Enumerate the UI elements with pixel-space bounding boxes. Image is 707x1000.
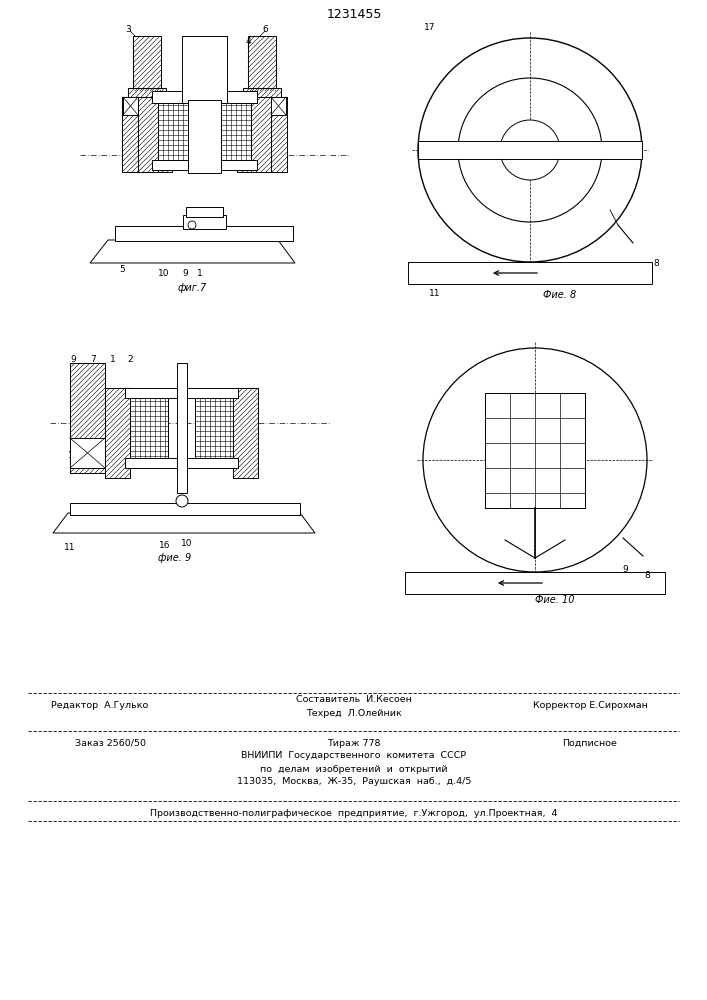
Bar (138, 97, 158, 172)
Bar (251, 97, 271, 172)
Bar (183, 215, 226, 229)
Bar (70, 503, 300, 515)
Polygon shape (90, 240, 295, 263)
Bar (158, 100, 188, 160)
Text: 5: 5 (119, 265, 125, 274)
Bar (418, 141, 642, 159)
Bar (123, 97, 138, 115)
Text: 19: 19 (66, 450, 77, 460)
Text: 10: 10 (181, 538, 193, 548)
Bar (408, 262, 652, 284)
Bar (177, 363, 187, 493)
Text: Подписное: Подписное (563, 738, 617, 748)
Bar (186, 207, 223, 217)
Bar (182, 36, 227, 103)
Bar (233, 388, 258, 478)
Text: 11: 11 (429, 288, 440, 298)
Text: 17: 17 (424, 23, 436, 32)
Bar (122, 97, 172, 172)
Bar (271, 97, 286, 115)
Text: ВНИИПИ  Государственного  комитета  СССР: ВНИИПИ Государственного комитета СССР (241, 752, 467, 760)
Bar (485, 393, 585, 508)
Text: 8: 8 (653, 258, 659, 267)
Text: 11: 11 (64, 544, 76, 552)
Circle shape (188, 221, 196, 229)
Text: фие. 9: фие. 9 (158, 553, 192, 563)
Text: по  делам  изобретений  и  открытий: по делам изобретений и открытий (260, 764, 448, 774)
Circle shape (176, 495, 188, 507)
Text: 9: 9 (70, 356, 76, 364)
Text: Составитель  И.Кесоен: Составитель И.Кесоен (296, 694, 412, 704)
Bar (152, 160, 257, 170)
Text: Тираж 778: Тираж 778 (327, 738, 381, 748)
Text: 2: 2 (127, 356, 133, 364)
Bar (188, 100, 221, 173)
Text: Техред  Л.Олейник: Техред Л.Олейник (306, 708, 402, 718)
Text: 6: 6 (262, 24, 268, 33)
Bar (221, 100, 251, 160)
Text: фиг.7: фиг.7 (177, 283, 206, 293)
Bar (70, 363, 105, 473)
Text: 113035,  Москва,  Ж-35,  Раушская  наб.,  д.4/5: 113035, Москва, Ж-35, Раушская наб., д.4… (237, 778, 471, 786)
Text: 9: 9 (622, 566, 628, 574)
Text: 7: 7 (197, 78, 203, 87)
Bar (115, 226, 293, 241)
Bar (237, 97, 287, 172)
Bar (248, 36, 276, 91)
Text: Корректор Е.Сирохман: Корректор Е.Сирохман (532, 700, 648, 710)
Bar (105, 388, 130, 478)
Bar (485, 393, 585, 508)
Circle shape (423, 348, 647, 572)
Bar (125, 388, 238, 398)
Text: 1: 1 (110, 356, 116, 364)
Circle shape (500, 120, 560, 180)
Bar (128, 88, 166, 100)
Text: 1: 1 (197, 269, 203, 278)
Bar (133, 36, 161, 91)
Text: 9: 9 (182, 269, 188, 278)
Bar (405, 572, 665, 594)
Text: 7: 7 (90, 356, 96, 364)
Bar (125, 458, 238, 468)
Bar (243, 88, 281, 100)
Polygon shape (53, 513, 315, 533)
Text: 16: 16 (159, 542, 171, 550)
Text: Фие. 8: Фие. 8 (544, 290, 577, 300)
Bar (152, 91, 257, 103)
Text: Редактор  А.Гулько: Редактор А.Гулько (52, 700, 148, 710)
Text: Фие. 10: Фие. 10 (535, 595, 575, 605)
Bar (130, 396, 168, 466)
Text: 3: 3 (125, 24, 131, 33)
Text: 2: 2 (210, 78, 216, 87)
Bar (70, 438, 105, 468)
Text: 10: 10 (158, 269, 170, 278)
Text: 1231455: 1231455 (327, 7, 382, 20)
Text: Заказ 2560/50: Заказ 2560/50 (75, 738, 146, 748)
Text: 8: 8 (644, 570, 650, 580)
Text: Производственно-полиграфическое  предприятие,  г.Ужгород,  ул.Проектная,  4: Производственно-полиграфическое предприя… (151, 808, 558, 818)
Text: 4: 4 (245, 37, 251, 46)
Bar (195, 396, 233, 466)
